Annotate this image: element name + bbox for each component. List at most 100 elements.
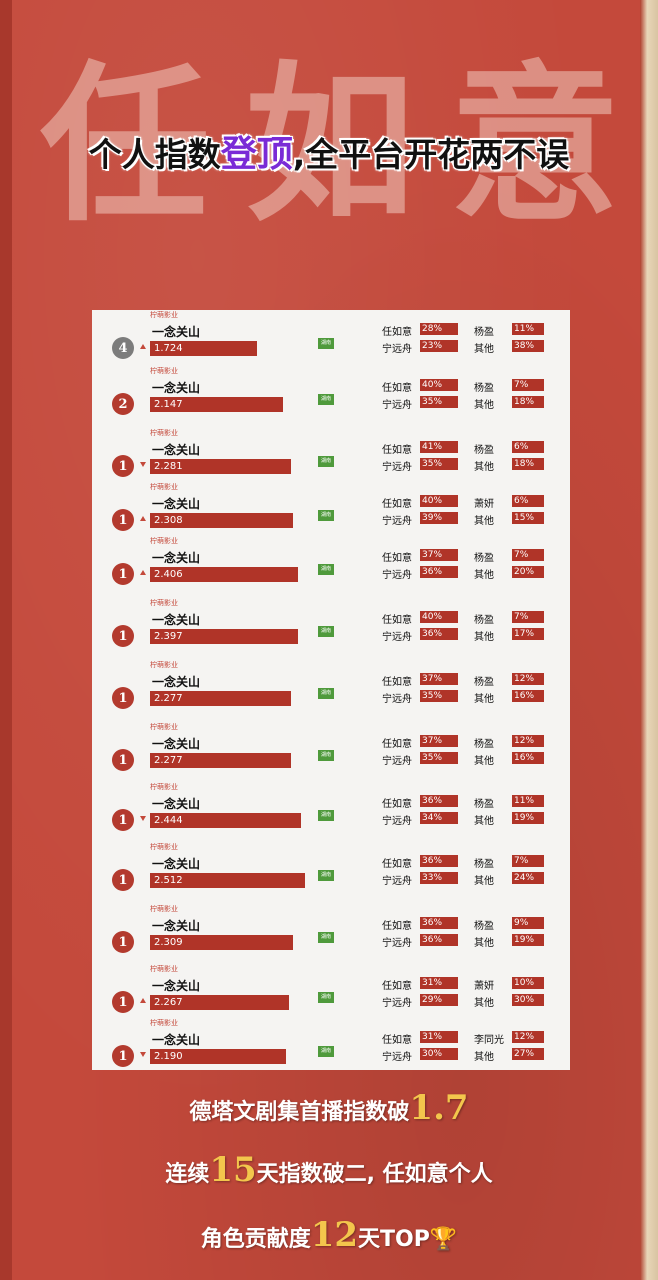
role-value-bar: 30%: [420, 1048, 458, 1060]
role-label: 杨盈: [474, 859, 494, 870]
role-value-bar: 35%: [420, 396, 458, 408]
rank-badge: 1: [112, 869, 134, 891]
role-value-bar: 36%: [420, 628, 458, 640]
role-label: 任如意: [382, 445, 412, 456]
role-label: 其他: [474, 998, 494, 1009]
role-label: 宁远舟: [382, 876, 412, 887]
role-value-bar: 30%: [512, 994, 544, 1006]
role-value-bar: 23%: [420, 340, 458, 352]
row-title: 一念关山: [152, 381, 201, 395]
role-label: 宁远舟: [382, 462, 412, 473]
role-value-bar: 15%: [512, 512, 544, 524]
row-title: 一念关山: [152, 737, 201, 751]
background-calligraphy: 任 如 意: [40, 20, 620, 245]
footer-line-1-text: 德塔文剧集首播指数破: [189, 1100, 410, 1125]
role-label: 任如意: [382, 327, 412, 338]
role-value-bar: 9%: [512, 917, 544, 929]
row-title: 一念关山: [152, 1033, 201, 1047]
platform-badge: 湖南: [318, 870, 334, 881]
footer-line-3-post: 天TOP: [358, 1227, 430, 1252]
role-value-bar: 18%: [512, 396, 544, 408]
role-label: 宁远舟: [382, 998, 412, 1009]
role-value-bar: 12%: [512, 735, 544, 747]
role-value-bar: 33%: [420, 872, 458, 884]
role-value-bar: 37%: [420, 549, 458, 561]
role-label: 任如意: [382, 553, 412, 564]
platform-badge: 湖南: [318, 932, 334, 943]
row-company: 柠萌影业: [150, 599, 178, 607]
role-value-bar: 27%: [512, 1048, 544, 1060]
footer-line-1-number: 1.7: [409, 1088, 469, 1128]
table-row: 柠萌影业 1 一念关山 2.267 湖南 任如意 31% 宁远舟 29% 萧妍 10% 其他 30%: [92, 964, 570, 1020]
rank-badge: 1: [112, 625, 134, 647]
role-value-bar: 24%: [512, 872, 544, 884]
table-row: 柠萌影业 1 一念关山 2.309 湖南 任如意 36% 宁远舟 36% 杨盈 9% 其他 19%: [92, 904, 570, 960]
role-label: 杨盈: [474, 327, 494, 338]
role-value-bar: 36%: [420, 855, 458, 867]
role-label: 杨盈: [474, 445, 494, 456]
rank-badge: 1: [112, 687, 134, 709]
role-label: 萧妍: [474, 499, 494, 510]
role-label: 宁远舟: [382, 756, 412, 767]
platform-badge: 湖南: [318, 456, 334, 467]
platform-badge: 湖南: [318, 510, 334, 521]
role-label: 其他: [474, 694, 494, 705]
row-company: 柠萌影业: [150, 429, 178, 437]
role-value-bar: 19%: [512, 934, 544, 946]
trophy-icon: 🏆: [429, 1227, 458, 1252]
rank-badge: 2: [112, 393, 134, 415]
role-label: 宁远舟: [382, 516, 412, 527]
row-company: 柠萌影业: [150, 843, 178, 851]
role-value-bar: 35%: [420, 690, 458, 702]
row-company: 柠萌影业: [150, 483, 178, 491]
role-label: 任如意: [382, 981, 412, 992]
background-char: 意: [449, 45, 620, 245]
role-value-bar: 39%: [420, 512, 458, 524]
role-value-bar: 40%: [420, 611, 458, 623]
rank-badge: 1: [112, 809, 134, 831]
role-label: 任如意: [382, 739, 412, 750]
role-value-bar: 12%: [512, 1031, 544, 1043]
role-label: 其他: [474, 516, 494, 527]
footer-line-2-post: 天指数破二, 任如意个人: [256, 1162, 493, 1187]
row-title: 一念关山: [152, 497, 201, 511]
role-value-bar: 34%: [420, 812, 458, 824]
rank-badge: 4: [112, 337, 134, 359]
headline-prefix: 个人指数: [88, 135, 221, 174]
role-label: 任如意: [382, 499, 412, 510]
row-title: 一念关山: [152, 857, 201, 871]
index-bar: 2.281: [150, 459, 291, 474]
role-label: 萧妍: [474, 981, 494, 992]
ranking-table: 柠萌影业 4 一念关山 1.724 湖南 任如意 28% 宁远舟 23% 杨盈 11% 其他 38% 柠萌…: [92, 310, 570, 1070]
role-label: 任如意: [382, 615, 412, 626]
index-bar: 2.309: [150, 935, 293, 950]
index-bar: 2.397: [150, 629, 298, 644]
role-label: 宁远舟: [382, 400, 412, 411]
role-value-bar: 37%: [420, 673, 458, 685]
role-label: 任如意: [382, 799, 412, 810]
role-label: 杨盈: [474, 799, 494, 810]
role-label: 宁远舟: [382, 938, 412, 949]
rank-badge: 1: [112, 991, 134, 1013]
row-title: 一念关山: [152, 797, 201, 811]
footer-line-3-pre: 角色贡献度: [200, 1227, 311, 1252]
row-title: 一念关山: [152, 979, 201, 993]
row-company: 柠萌影业: [150, 311, 178, 319]
headline-suffix: ,全平台开花两不误: [292, 135, 570, 174]
role-value-bar: 11%: [512, 323, 544, 335]
role-label: 其他: [474, 632, 494, 643]
index-bar: 2.277: [150, 753, 291, 768]
index-bar: 2.190: [150, 1049, 286, 1064]
role-value-bar: 17%: [512, 628, 544, 640]
trend-up-icon: [140, 570, 146, 575]
index-bar: 2.277: [150, 691, 291, 706]
role-label: 任如意: [382, 383, 412, 394]
footer-line-2: 连续15天指数破二, 任如意个人: [0, 1150, 658, 1190]
row-company: 柠萌影业: [150, 367, 178, 375]
role-label: 宁远舟: [382, 632, 412, 643]
role-label: 其他: [474, 816, 494, 827]
trend-up-icon: [140, 998, 146, 1003]
frame-edge-left: [0, 0, 12, 1280]
row-company: 柠萌影业: [150, 661, 178, 669]
